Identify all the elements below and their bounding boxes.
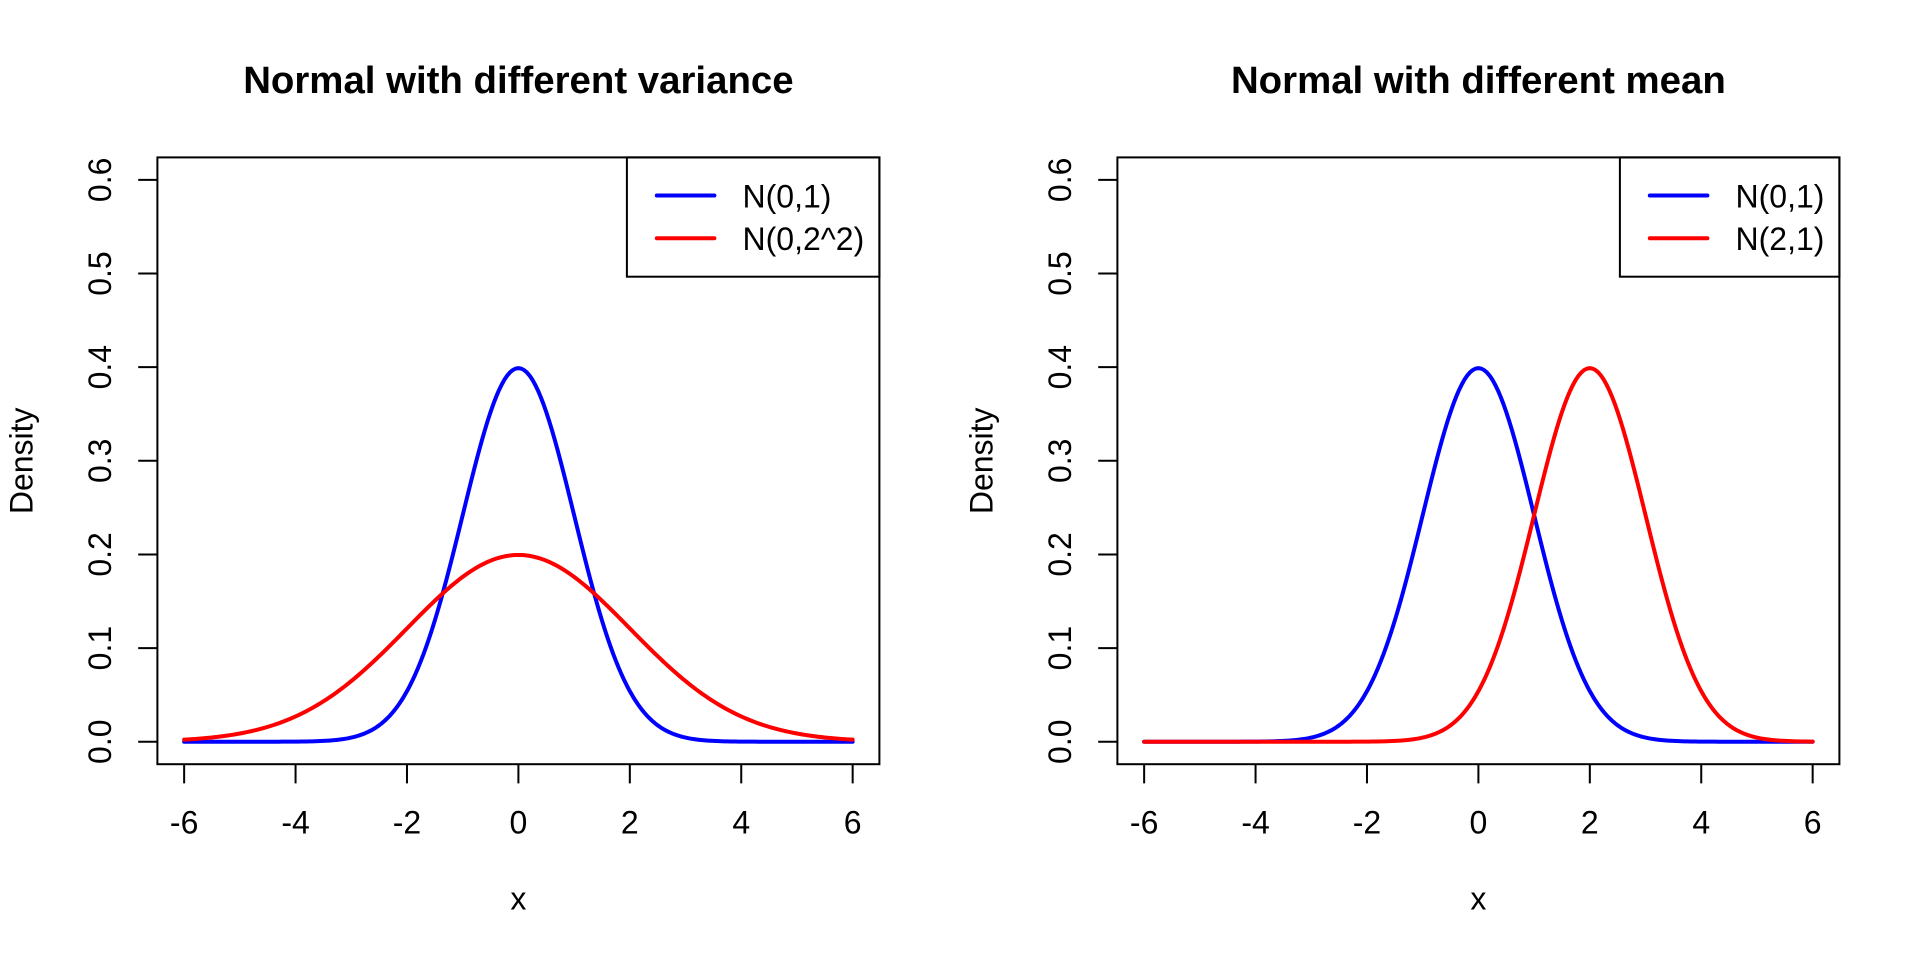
svg-text:6: 6	[1804, 805, 1822, 841]
svg-text:0.4: 0.4	[82, 345, 118, 389]
svg-text:x: x	[1470, 881, 1486, 917]
svg-text:Normal with different mean: Normal with different mean	[1231, 59, 1726, 102]
svg-text:N(0,2^2): N(0,2^2)	[743, 221, 865, 257]
svg-text:-4: -4	[281, 805, 309, 841]
svg-text:0.2: 0.2	[1042, 532, 1078, 576]
svg-text:0.6: 0.6	[82, 158, 118, 202]
svg-text:N(0,1): N(0,1)	[743, 178, 832, 214]
svg-text:N(2,1): N(2,1)	[1736, 221, 1825, 257]
svg-text:0.5: 0.5	[1042, 251, 1078, 295]
svg-text:-2: -2	[393, 805, 421, 841]
svg-text:4: 4	[1692, 805, 1710, 841]
svg-text:0.3: 0.3	[82, 439, 118, 483]
svg-text:0.4: 0.4	[1042, 345, 1078, 389]
svg-text:0: 0	[510, 805, 528, 841]
svg-text:-6: -6	[1130, 805, 1158, 841]
svg-text:2: 2	[621, 805, 639, 841]
svg-text:N(0,1): N(0,1)	[1736, 178, 1825, 214]
svg-text:x: x	[510, 881, 526, 917]
svg-text:-2: -2	[1353, 805, 1381, 841]
svg-text:0: 0	[1470, 805, 1488, 841]
svg-text:Density: Density	[964, 407, 1000, 514]
svg-text:0.1: 0.1	[82, 626, 118, 670]
svg-text:0.5: 0.5	[82, 251, 118, 295]
svg-text:0.6: 0.6	[1042, 158, 1078, 202]
svg-text:0.0: 0.0	[1042, 719, 1078, 763]
svg-text:4: 4	[732, 805, 750, 841]
svg-text:0.0: 0.0	[82, 719, 118, 763]
svg-text:6: 6	[844, 805, 862, 841]
svg-text:0.1: 0.1	[1042, 626, 1078, 670]
svg-text:Density: Density	[4, 407, 40, 514]
svg-text:Normal with different variance: Normal with different variance	[243, 59, 793, 102]
svg-text:0.3: 0.3	[1042, 439, 1078, 483]
svg-text:2: 2	[1581, 805, 1599, 841]
svg-text:-4: -4	[1241, 805, 1269, 841]
svg-text:0.2: 0.2	[82, 532, 118, 576]
svg-text:-6: -6	[170, 805, 198, 841]
